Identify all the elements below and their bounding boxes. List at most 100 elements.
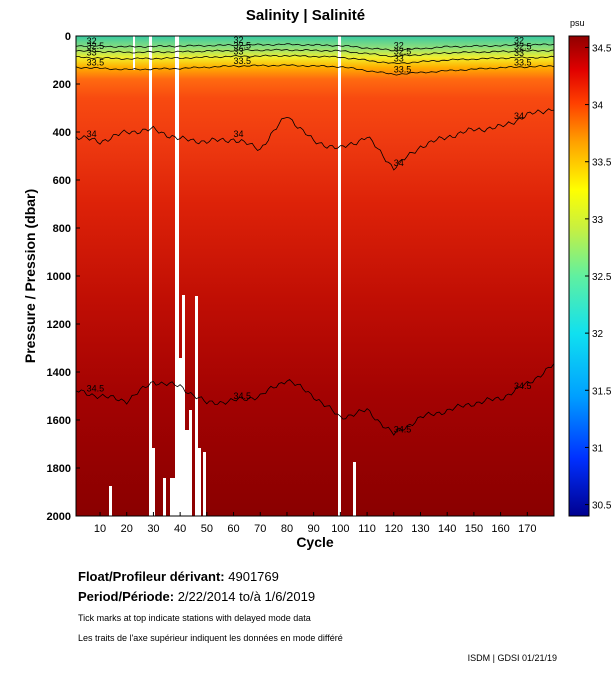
- gap-column: [152, 448, 155, 516]
- gap-column: [353, 462, 356, 516]
- x-tick-label: 30: [147, 523, 159, 535]
- colorbar-tick-label: 33.5: [592, 158, 611, 169]
- x-tick-label: 100: [331, 523, 349, 535]
- note-english: Tick marks at top indicate stations with…: [78, 613, 311, 623]
- chart-title: Salinity | Salinité: [245, 7, 366, 24]
- contour-label: 34: [394, 158, 404, 168]
- contour-label: 34: [514, 111, 524, 121]
- y-axis-label: Pressure / Pression (dbar): [22, 189, 38, 363]
- x-tick-label: 160: [491, 523, 509, 535]
- credit-line: ISDM | GDSI 01/21/19: [467, 653, 557, 663]
- gap-column: [163, 478, 166, 516]
- gap-column: [170, 478, 175, 516]
- colorbar-tick-label: 31: [592, 443, 604, 454]
- x-tick-label: 20: [121, 523, 133, 535]
- y-tick-label: 600: [53, 175, 71, 187]
- contour-label: 33: [234, 46, 244, 56]
- contour-label: 33: [87, 47, 97, 57]
- x-tick-label: 90: [308, 523, 320, 535]
- float-label: Float/Profileur dérivant:: [78, 569, 225, 584]
- gap-column: [203, 452, 206, 516]
- contour-label: 34: [234, 129, 244, 139]
- colorbar-tick-label: 32.5: [592, 272, 611, 283]
- contour-lines: [75, 43, 555, 436]
- y-tick-label: 400: [53, 127, 71, 139]
- gap-column: [185, 430, 189, 516]
- gap-column: [179, 358, 182, 516]
- contour-label: 32: [514, 35, 524, 45]
- contour-label: 32: [394, 40, 404, 50]
- y-tick-label: 2000: [47, 511, 71, 523]
- x-tick-label: 80: [281, 523, 293, 535]
- x-tick-label: 70: [254, 523, 266, 535]
- x-tick-label: 170: [518, 523, 536, 535]
- contour-label: 32.5: [514, 41, 532, 51]
- y-tick-label: 800: [53, 223, 71, 235]
- x-tick-label: 110: [358, 523, 376, 535]
- x-tick-label: 120: [385, 523, 403, 535]
- contour-label: 32: [87, 36, 97, 46]
- contour-line: [75, 108, 555, 171]
- period-line: Period/Période: 2/22/2014 to/à 1/6/2019: [78, 589, 315, 604]
- y-tick-label: 1000: [47, 271, 71, 283]
- gap-column: [175, 36, 179, 516]
- contour-line: [76, 54, 555, 65]
- colorbar-unit: psu: [570, 18, 585, 28]
- colorbar-ticks: 34.5 34 33.5 33 32.5 32 31.5 31 30.5: [585, 43, 611, 512]
- y-tick-label: 0: [65, 31, 71, 43]
- x-tick-label: 150: [465, 523, 483, 535]
- colorbar-tick-label: 34: [592, 101, 604, 112]
- x-tick-label: 130: [411, 523, 429, 535]
- contour-label: 34: [87, 129, 97, 139]
- note-french: Les traits de l'axe supérieur indiquent …: [78, 633, 343, 643]
- y-tick-label: 1800: [47, 463, 71, 475]
- contour-label: 33.5: [514, 57, 532, 67]
- colorbar-tick-label: 32: [592, 329, 604, 340]
- x-axis: 10 20 30 40 50 60 70 80 90 100 110 120 130 140 150 160 1…: [94, 512, 536, 535]
- data-gaps: [109, 36, 356, 516]
- contour-label: 34.5: [87, 383, 105, 393]
- y-axis: 0 200 400 600 800 1000 1200 1400 1600 1800 2000: [47, 31, 80, 523]
- y-tick-label: 200: [53, 79, 71, 91]
- contour-label: 32.5: [234, 40, 252, 50]
- x-tick-label: 140: [438, 523, 456, 535]
- contour-line: [75, 363, 555, 436]
- contour-label: 34.5: [514, 381, 532, 391]
- x-tick-label: 10: [94, 523, 106, 535]
- x-tick-label: 40: [174, 523, 186, 535]
- gap-column: [109, 486, 112, 516]
- y-tick-label: 1600: [47, 415, 71, 427]
- colorbar-tick-label: 34.5: [592, 43, 611, 54]
- gap-column: [198, 448, 201, 516]
- gap-column: [338, 36, 341, 516]
- gap-column: [189, 410, 192, 516]
- float-line: Float/Profileur dérivant: 4901769: [78, 569, 279, 584]
- colorbar-tick-label: 33: [592, 215, 604, 226]
- contour-label: 33: [394, 54, 404, 64]
- float-value: 4901769: [228, 569, 279, 584]
- contour-label: 33.5: [234, 56, 252, 66]
- contour-label: 33.5: [87, 58, 105, 68]
- period-label: Period/Période:: [78, 589, 175, 604]
- contour-label: 32.5: [394, 46, 412, 56]
- x-tick-label: 60: [227, 523, 239, 535]
- gap-column: [195, 296, 198, 516]
- contour-label: 34.5: [394, 424, 412, 434]
- gap-column: [149, 36, 152, 516]
- y-tick-label: 1400: [47, 367, 71, 379]
- contour-line: [75, 64, 555, 76]
- contour-label: 32: [234, 35, 244, 45]
- x-tick-label: 50: [201, 523, 213, 535]
- period-value: 2/22/2014 to/à 1/6/2019: [177, 589, 316, 604]
- x-axis-label: Cycle: [296, 534, 334, 550]
- y-tick-label: 1200: [47, 319, 71, 331]
- gap-column: [182, 295, 185, 516]
- contour-label: 33.5: [394, 64, 412, 74]
- colorbar-tick-label: 31.5: [592, 386, 611, 397]
- contour-label: 33: [514, 48, 524, 58]
- heatmap-field: [76, 36, 554, 516]
- colorbar-tick-label: 30.5: [592, 501, 611, 512]
- contour-line: [75, 43, 555, 52]
